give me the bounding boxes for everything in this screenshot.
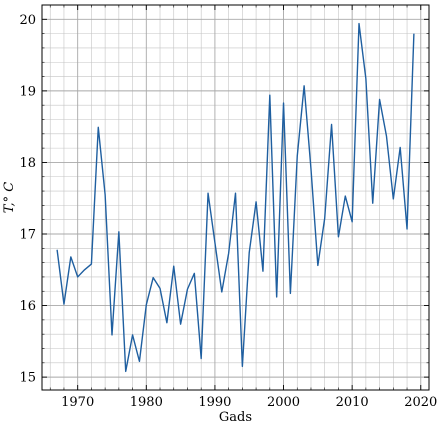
y-tick-label: 17 [19, 227, 36, 242]
x-tick-label: 1970 [61, 395, 94, 410]
y-tick-label: 18 [19, 156, 36, 171]
x-tick-label: 1980 [130, 395, 163, 410]
y-tick-label: 19 [19, 84, 36, 99]
x-tick-label: 2020 [404, 395, 437, 410]
temperature-series-line [56, 22, 415, 373]
x-tick-label: 2000 [267, 395, 300, 410]
y-tick-label: 20 [19, 13, 36, 28]
tick-labels: 1970 1980 1990 2000 2010 2020 15 16 17 18 19 20 [19, 13, 437, 410]
y-tick-label: 16 [19, 299, 36, 314]
grid [42, 5, 429, 390]
y-tick-label: 15 [19, 371, 36, 386]
x-tick-label: 1990 [198, 395, 231, 410]
y-axis-label: T,° C [2, 182, 17, 214]
plot-frame [41, 4, 430, 391]
x-axis-label: Gads [219, 410, 252, 425]
x-tick-label: 2010 [336, 395, 369, 410]
